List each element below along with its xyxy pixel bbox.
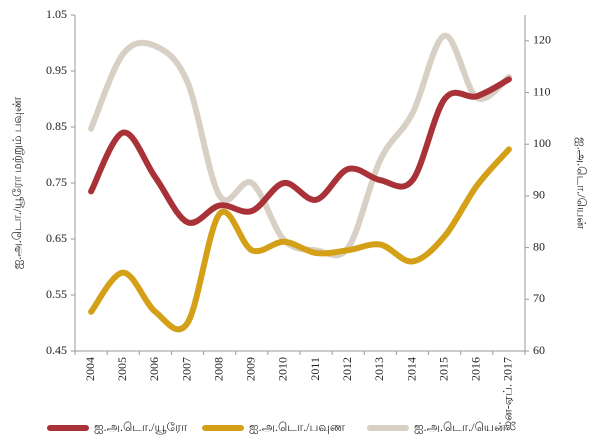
x-tick-label: 2011	[308, 357, 322, 381]
y2-tick-label: 120	[533, 33, 551, 47]
x-tick-label: 2010	[276, 357, 290, 381]
x-tick-label: 2006	[147, 357, 161, 381]
x-tick-label: 2016	[469, 357, 483, 381]
x-tick-label: 2014	[404, 357, 418, 381]
x-tick-label: 2015	[436, 357, 450, 381]
y2-tick-label: 90	[533, 188, 545, 202]
y-tick-label: 0.65	[46, 231, 67, 245]
y2-tick-label: 100	[533, 136, 551, 150]
y-tick-label: 0.85	[46, 119, 67, 133]
legend-label: ஐ.அ.டொ./பவுண	[249, 420, 346, 434]
y2-tick-label: 70	[533, 291, 545, 305]
y2-tick-label: 110	[533, 84, 551, 98]
x-tick-label: 2004	[83, 357, 97, 381]
x-tick-label: 2013	[372, 357, 386, 381]
y-tick-label: 0.55	[46, 287, 67, 301]
legend-label: ஐ.அ.டொ./யென்	[414, 420, 506, 434]
y-tick-label: 0.75	[46, 175, 67, 189]
line-series	[88, 146, 512, 333]
line-series	[88, 32, 512, 259]
y-tick-label: 0.45	[46, 343, 67, 357]
y2-tick-label: 80	[533, 239, 545, 253]
legend-label: ஐ.அ.டொ./யூரோ	[94, 420, 188, 434]
x-tick-label: 2008	[211, 357, 225, 381]
x-tick-label: ஜன-ஏப். 2017	[501, 357, 516, 431]
x-tick-label: 2007	[179, 357, 193, 381]
y2-axis-label: ஐ.அ.டொ./யென்	[574, 137, 588, 229]
y-tick-label: 1.05	[46, 7, 67, 21]
x-tick-label: 2012	[340, 357, 354, 381]
y-tick-label: 0.95	[46, 63, 67, 77]
x-tick-label: 2005	[115, 357, 129, 381]
y2-tick-label: 60	[533, 343, 545, 357]
x-tick-label: 2009	[244, 357, 258, 381]
y-axis-label: ஐ.அ.டொ./யூரோ மற்றும் பவுண்	[10, 96, 25, 269]
line-series	[88, 76, 512, 226]
